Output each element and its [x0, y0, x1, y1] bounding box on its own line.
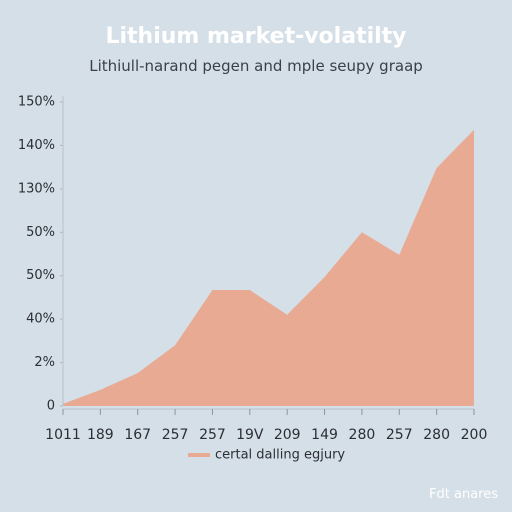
- x-tick-label: 280: [349, 427, 376, 443]
- y-tick-label: 130%: [18, 181, 55, 196]
- x-tick-label: 280: [423, 427, 450, 443]
- x-tick-label: 257: [162, 427, 189, 443]
- y-tick-label: 150%: [18, 95, 55, 110]
- y-tick-label: 2%: [34, 355, 55, 370]
- x-tick-label: 200: [461, 427, 488, 443]
- y-tick-label: 40%: [26, 312, 55, 327]
- x-tick-label: 19V: [236, 427, 264, 443]
- x-tick-label: 149: [311, 427, 338, 443]
- area: [63, 129, 474, 406]
- x-tick-label: 1011: [45, 427, 81, 443]
- x-tick-label: 257: [386, 427, 413, 443]
- y-tick-label: 50%: [26, 225, 55, 240]
- chart-subtitle: Lithiull-narand pegen and mple seupy gra…: [89, 57, 423, 75]
- legend-label: certal dalling egjury: [215, 448, 345, 463]
- x-tick-label: 257: [199, 427, 226, 443]
- footer: Fdt anares: [429, 487, 498, 502]
- x-tick-label: 167: [124, 427, 151, 443]
- y-tick-label: 0: [47, 399, 55, 414]
- chart-title: Lithium market-volatilty: [105, 24, 407, 49]
- legend-swatch: [188, 453, 210, 457]
- y-tick-label: 50%: [26, 268, 55, 283]
- x-tick-label: 189: [87, 427, 114, 443]
- y-tick-label: 140%: [18, 138, 55, 153]
- x-tick-label: 209: [274, 427, 301, 443]
